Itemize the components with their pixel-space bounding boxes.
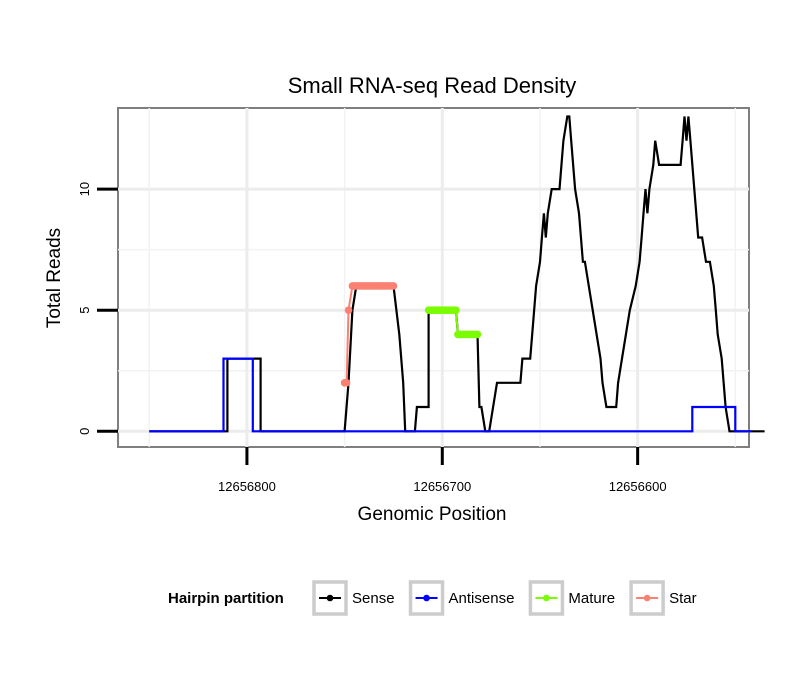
axes: 0 5 10 12656800 12656700 12656600	[77, 182, 667, 494]
series-point-star	[344, 306, 353, 314]
legend-key-dot	[543, 594, 550, 602]
series-layer	[149, 115, 765, 433]
legend-items: Sense Antisense Mature Star	[312, 580, 697, 616]
y-axis-title: Total Reads	[44, 228, 65, 328]
chart-title: Small RNA-seq Read Density	[288, 73, 577, 98]
series-point-star	[342, 379, 351, 387]
x-tick-label: 12656700	[413, 479, 471, 494]
y-tick-label: 0	[77, 428, 92, 435]
series-line-sense	[149, 115, 765, 433]
series-point-star	[389, 282, 398, 290]
legend-item-mature: Mature	[528, 580, 615, 616]
series-line-antisense	[149, 357, 751, 433]
x-axis-title: Genomic Position	[358, 504, 507, 525]
x-tick-label: 12656600	[609, 479, 667, 494]
legend-key-dot	[423, 594, 430, 602]
plot-panel	[117, 107, 765, 448]
legend: Hairpin partition Sense Antisense Mature St…	[168, 580, 697, 616]
legend-item-star: Star	[629, 580, 697, 616]
y-tick-label: 10	[77, 182, 92, 196]
series-point-mature	[452, 306, 460, 314]
legend-label-sense: Sense	[352, 590, 395, 607]
x-tick-label: 12656800	[218, 479, 276, 494]
series-point-mature	[473, 330, 482, 339]
legend-item-sense: Sense	[312, 580, 395, 616]
legend-key-dot	[643, 594, 651, 602]
legend-title: Hairpin partition	[168, 590, 284, 607]
legend-label-mature: Mature	[568, 590, 615, 607]
legend-label-antisense: Antisense	[449, 590, 515, 607]
legend-item-antisense: Antisense	[408, 580, 515, 616]
y-tick-label: 5	[77, 307, 92, 314]
legend-key-dot	[326, 594, 334, 602]
legend-label-star: Star	[669, 590, 697, 607]
